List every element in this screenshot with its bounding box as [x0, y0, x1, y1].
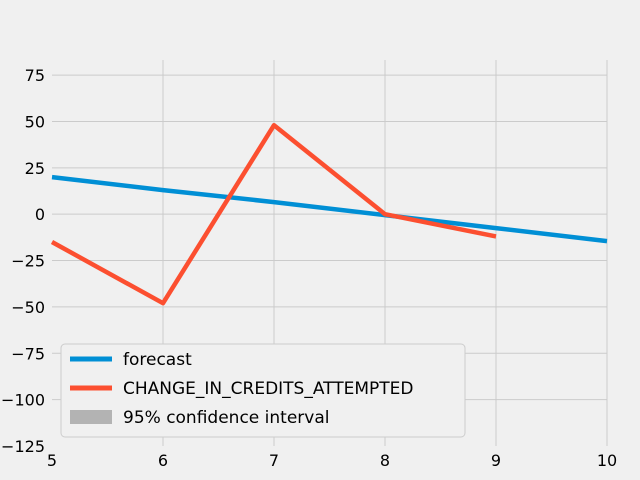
y-tick-label: −50: [11, 298, 45, 317]
x-tick-labels: 5 6 7 8 9 10: [47, 451, 617, 470]
x-tick-label: 8: [380, 451, 390, 470]
y-tick-label: 75: [25, 66, 45, 85]
legend-label-confidence-interval: 95% confidence interval: [123, 408, 329, 428]
y-tick-label: −125: [1, 437, 45, 456]
y-tick-label: 0: [35, 205, 45, 224]
y-tick-label: −100: [1, 391, 45, 410]
x-tick-label: 10: [597, 451, 617, 470]
y-tick-label: −75: [11, 344, 45, 363]
x-tick-label: 6: [158, 451, 168, 470]
legend-label-forecast: forecast: [123, 350, 192, 370]
legend-swatch-confidence-interval: [70, 410, 112, 424]
x-tick-label: 9: [491, 451, 501, 470]
y-tick-label: −25: [11, 252, 45, 271]
series-lines: [50, 122, 608, 306]
legend-box: [60, 343, 466, 438]
legend-label-change-in-credits: CHANGE_IN_CREDITS_ATTEMPTED: [123, 379, 414, 399]
x-tick-label: 5: [47, 451, 57, 470]
series-line-0: [51, 174, 608, 244]
legend: forecast CHANGE_IN_CREDITS_ATTEMPTED 95%…: [60, 343, 466, 438]
y-tick-labels: −125 −100 −75 −50 −25 0 25 50 75: [1, 66, 45, 456]
y-tick-label: 50: [25, 112, 45, 131]
x-tick-label: 7: [269, 451, 279, 470]
y-tick-label: 25: [25, 159, 45, 178]
